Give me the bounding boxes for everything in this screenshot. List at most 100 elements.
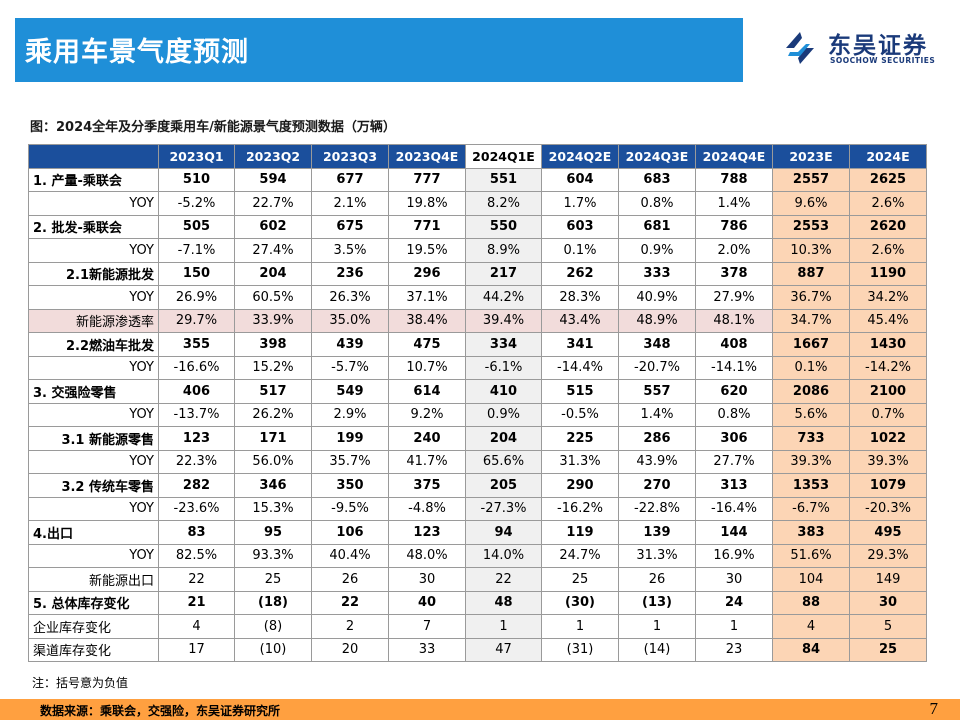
table-cell: -9.5% [311, 496, 389, 521]
table-row: 5. 总体库存变化 21 (18) 22 40 48 (30) (13) 24 88 30 [28, 590, 927, 615]
table-cell: 31.3% [618, 543, 696, 568]
table-cell: (10) [234, 637, 312, 662]
table-cell: 48.1% [695, 308, 773, 333]
table-cell: 35.7% [311, 449, 389, 474]
table-cell: 439 [311, 332, 389, 357]
table-row: 4.出口 83 95 106 123 94 119 139 144 383 495 [28, 520, 927, 545]
table-cell: 39.4% [465, 308, 542, 333]
table-cell: 44.2% [465, 285, 542, 310]
table-cell: 48 [465, 590, 542, 615]
table-cell: 45.4% [849, 308, 927, 333]
table-cell: 39.3% [849, 449, 927, 474]
table-cell: 51.6% [772, 543, 850, 568]
table-cell: -20.3% [849, 496, 927, 521]
table-cell: 602 [234, 214, 312, 239]
table-cell: 296 [388, 261, 466, 286]
table-cell: 675 [311, 214, 389, 239]
table-cell: -16.4% [695, 496, 773, 521]
table-cell: 270 [618, 473, 696, 498]
table-row: 企业库存变化 4 (8) 2 7 1 1 1 1 4 5 [28, 614, 927, 639]
table-cell: 620 [695, 379, 773, 404]
table-cell: 2 [311, 614, 389, 639]
row-label: 2.2燃油车批发 [28, 332, 159, 357]
row-label: YOY [28, 238, 159, 263]
table-cell: 334 [465, 332, 542, 357]
table-cell: 30 [849, 590, 927, 615]
table-row: 2. 批发-乘联会 505 602 675 771 550 603 681 786 2553 262… [28, 214, 927, 239]
table-cell: 2086 [772, 379, 850, 404]
page-title: 乘用车景气度预测 [25, 37, 249, 68]
table-cell: 683 [618, 167, 696, 192]
table-cell: 346 [234, 473, 312, 498]
table-cell: 204 [465, 426, 542, 451]
table-cell: 2553 [772, 214, 850, 239]
column-header: 2023Q2 [234, 144, 312, 169]
row-label: 新能源出口 [28, 567, 159, 592]
table-cell: 82.5% [158, 543, 235, 568]
table-cell: 149 [849, 567, 927, 592]
table-cell: 48.9% [618, 308, 696, 333]
table-cell: 31.3% [541, 449, 619, 474]
table-cell: 1079 [849, 473, 927, 498]
company-logo: 东吴证券 SOOCHOW SECURITIES [776, 24, 946, 72]
table-cell: 93.3% [234, 543, 312, 568]
column-header: 2023Q1 [158, 144, 235, 169]
table-cell: 771 [388, 214, 466, 239]
table-cell: 306 [695, 426, 773, 451]
table-cell: 0.8% [695, 402, 773, 427]
table-cell: 26.3% [311, 285, 389, 310]
table-cell: 0.1% [541, 238, 619, 263]
table-cell: 282 [158, 473, 235, 498]
forecast-table: 2023Q1 2023Q2 2023Q3 2023Q4E 2024Q1E 202… [28, 144, 927, 662]
table-cell: 350 [311, 473, 389, 498]
table-cell: 1667 [772, 332, 850, 357]
table-cell: 25 [541, 567, 619, 592]
table-cell: 7 [388, 614, 466, 639]
table-row: YOY 22.3% 56.0% 35.7% 41.7% 65.6% 31.3% 43.9% 27… [28, 449, 927, 474]
row-label: YOY [28, 355, 159, 380]
table-cell: 495 [849, 520, 927, 545]
table-cell: 398 [234, 332, 312, 357]
table-cell: 150 [158, 261, 235, 286]
header-bar: 乘用车景气度预测 [15, 18, 743, 82]
column-header: 2023Q4E [388, 144, 466, 169]
table-cell: 0.9% [618, 238, 696, 263]
table-cell: 48.0% [388, 543, 466, 568]
table-cell: 65.6% [465, 449, 542, 474]
table-cell: 14.0% [465, 543, 542, 568]
table-cell: 25 [849, 637, 927, 662]
table-cell: 21 [158, 590, 235, 615]
table-cell: 8.9% [465, 238, 542, 263]
table-row: 1. 产量-乘联会 510 594 677 777 551 604 683 788 2557 262… [28, 167, 927, 192]
table-cell: -13.7% [158, 402, 235, 427]
table-cell: -23.6% [158, 496, 235, 521]
table-cell: 26.2% [234, 402, 312, 427]
table-cell: 313 [695, 473, 773, 498]
table-cell: 1190 [849, 261, 927, 286]
table-row: YOY -7.1% 27.4% 3.5% 19.5% 8.9% 0.1% 0.9% 2.0% 10… [28, 238, 927, 263]
table-cell: 0.9% [465, 402, 542, 427]
table-cell: 26.9% [158, 285, 235, 310]
row-label: 3.2 传统车零售 [28, 473, 159, 498]
table-cell: 40 [388, 590, 466, 615]
table-cell: 355 [158, 332, 235, 357]
table-cell: 236 [311, 261, 389, 286]
table-cell: 33.9% [234, 308, 312, 333]
table-cell: 550 [465, 214, 542, 239]
table-cell: -5.7% [311, 355, 389, 380]
column-header: 2023E [772, 144, 850, 169]
table-cell: 1 [695, 614, 773, 639]
table-cell: 22.7% [234, 191, 312, 216]
table-row: YOY -23.6% 15.3% -9.5% -4.8% -27.3% -16.2% -22.… [28, 496, 927, 521]
row-label: 3. 交强险零售 [28, 379, 159, 404]
table-row: YOY -5.2% 22.7% 2.1% 19.8% 8.2% 1.7% 0.8% 1.4% 9.… [28, 191, 927, 216]
data-source: 数据来源：乘联会，交强险，东吴证券研究所 [40, 704, 281, 718]
table-cell: 510 [158, 167, 235, 192]
table-cell: 505 [158, 214, 235, 239]
table-cell: 39.3% [772, 449, 850, 474]
table-cell: 677 [311, 167, 389, 192]
table-cell: 408 [695, 332, 773, 357]
table-cell: 406 [158, 379, 235, 404]
table-cell: 777 [388, 167, 466, 192]
table-cell: 9.2% [388, 402, 466, 427]
